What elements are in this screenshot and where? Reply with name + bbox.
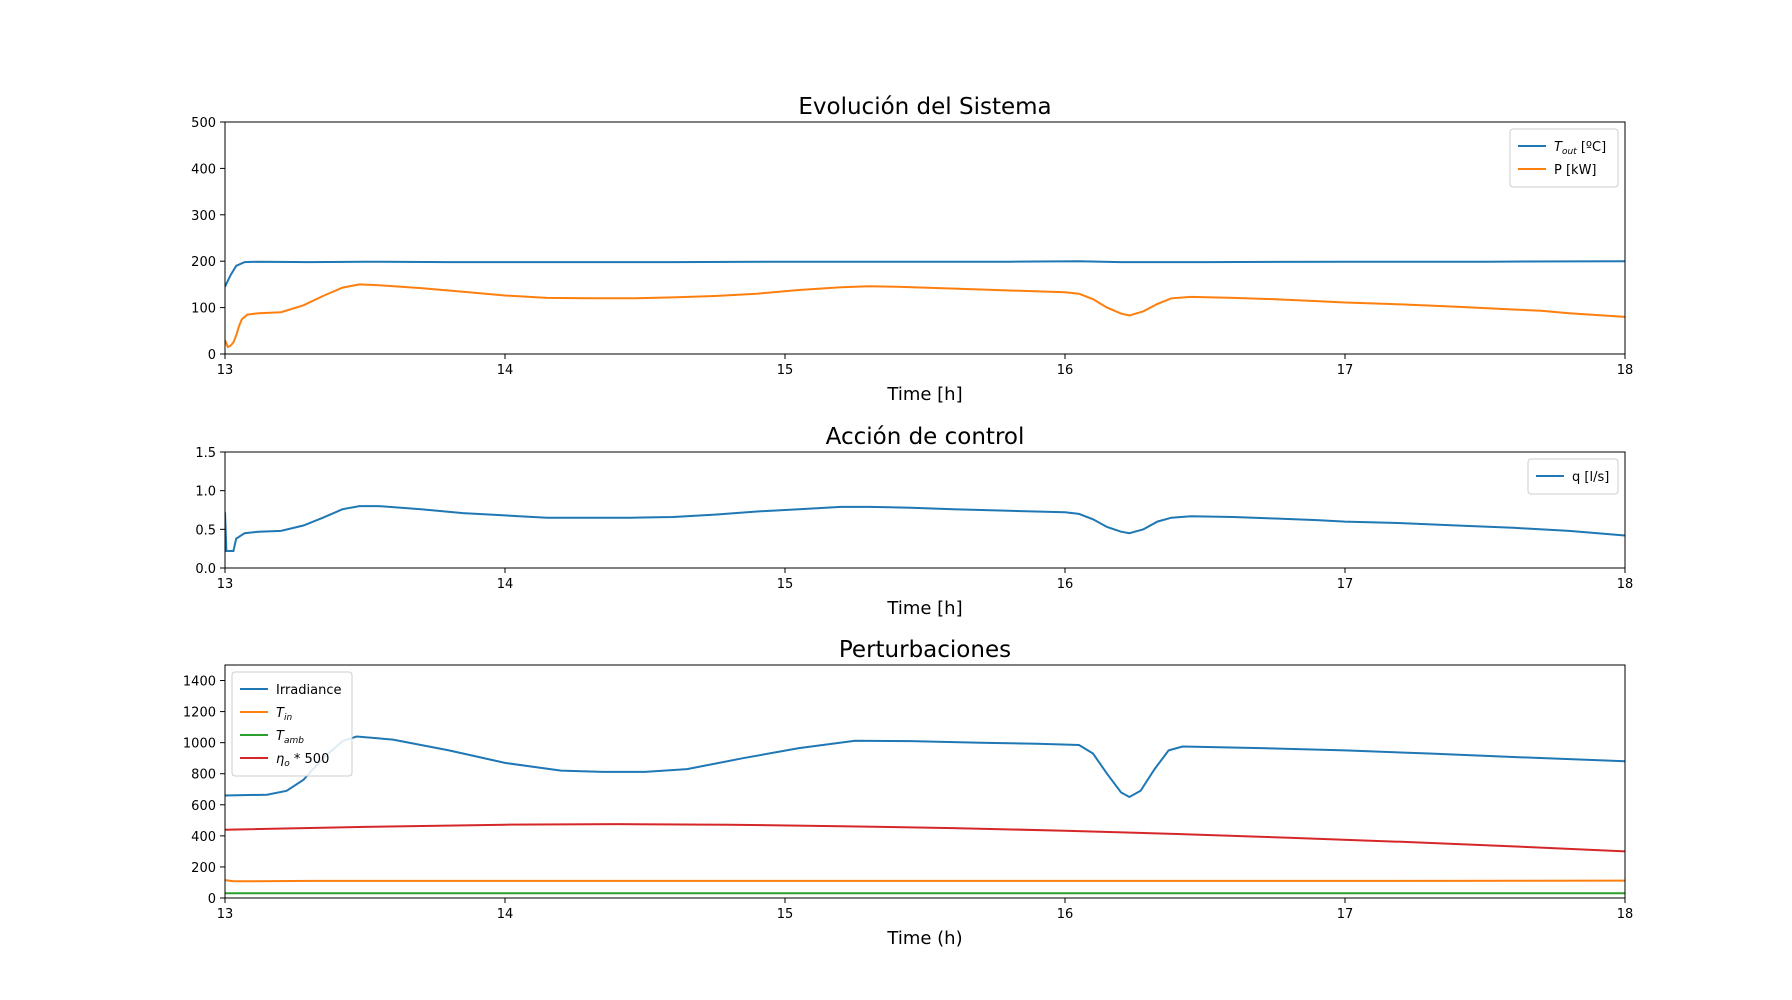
x-tick-label: 17 [1337, 577, 1354, 592]
y-tick-label: 100 [191, 302, 216, 317]
y-tick-label: 1200 [183, 706, 216, 721]
y-tick-label: 1400 [183, 675, 216, 690]
x-tick-label: 13 [217, 907, 234, 922]
legend-entry-1: Irradiance [276, 683, 341, 698]
chart-panel-3: Perturbaciones 13 14 15 16 17 18 0 200 400 600 800 1… [183, 637, 1633, 949]
x-axis-label: Time [h] [886, 384, 962, 405]
chart-title: Acción de control [826, 424, 1025, 450]
series-line-4 [225, 823, 1625, 853]
y-tick-label: 400 [191, 162, 216, 177]
y-tick-label: 200 [191, 861, 216, 876]
legend-entry-3: Tamb [276, 729, 304, 746]
y-tick-label: 400 [191, 830, 216, 845]
x-tick-label: 16 [1057, 907, 1074, 922]
chart-title: Evolución del Sistema [798, 94, 1051, 120]
series-line-1 [225, 505, 1625, 552]
y-tick-label: 0 [208, 892, 216, 907]
x-tick-label: 13 [217, 363, 234, 378]
x-tick-label: 16 [1057, 363, 1074, 378]
x-tick-label: 15 [777, 363, 794, 378]
x-tick-label: 18 [1617, 577, 1634, 592]
x-tick-label: 17 [1337, 907, 1354, 922]
y-tick-label: 600 [191, 799, 216, 814]
x-tick-label: 16 [1057, 577, 1074, 592]
series-line-2 [225, 283, 1625, 349]
x-tick-label: 14 [497, 577, 514, 592]
x-tick-label: 17 [1337, 363, 1354, 378]
x-axis-label: Time (h) [886, 928, 962, 949]
y-tick-label: 0 [208, 348, 216, 363]
x-tick-label: 15 [777, 907, 794, 922]
legend-frame [1509, 128, 1619, 188]
y-tick-label: 800 [191, 768, 216, 783]
x-tick-label: 18 [1617, 907, 1634, 922]
y-tick-label: 1000 [183, 737, 216, 752]
legend-entry-1: q [l/s] [1572, 470, 1609, 485]
x-tick-label: 14 [497, 907, 514, 922]
y-tick-label: 500 [191, 116, 216, 131]
y-tick-label: 0.5 [195, 523, 216, 538]
series-line-1 [225, 735, 1625, 799]
legend-frame [231, 671, 353, 777]
y-tick-label: 1.5 [195, 446, 216, 461]
legend-entry-2: P [kW] [1554, 163, 1597, 178]
y-tick-label: 1.0 [195, 485, 216, 500]
chart-panel-1: Evolución del Sistema 13 14 15 16 17 18 0 100 200… [191, 94, 1633, 405]
chart-title: Perturbaciones [839, 637, 1011, 663]
legend: Tout [ºC] P [kW] [1509, 128, 1619, 188]
legend: Irradiance Tin Tamb ηo * 500 [231, 671, 353, 777]
x-tick-label: 14 [497, 363, 514, 378]
y-tick-label: 300 [191, 209, 216, 224]
axes-frame [224, 664, 1626, 899]
legend-entry-2: Tin [276, 706, 292, 723]
x-tick-label: 13 [217, 577, 234, 592]
x-tick-label: 18 [1617, 363, 1634, 378]
series-line-2 [225, 879, 1625, 883]
series-line-1 [225, 260, 1625, 288]
axes-frame [224, 451, 1626, 569]
legend: q [l/s] [1527, 458, 1619, 495]
legend-frame [1527, 458, 1619, 495]
x-tick-label: 15 [777, 577, 794, 592]
axes-frame [224, 121, 1626, 355]
legend-entry-4: ηo * 500 [276, 752, 329, 769]
x-axis-label: Time [h] [886, 598, 962, 619]
legend-entry-1: Tout [ºC] [1554, 140, 1606, 157]
y-tick-label: 0.0 [195, 562, 216, 577]
chart-panel-2: Acción de control 13 14 15 16 17 18 0.0 0.5 1.0 1.… [195, 424, 1633, 619]
y-tick-label: 200 [191, 255, 216, 270]
